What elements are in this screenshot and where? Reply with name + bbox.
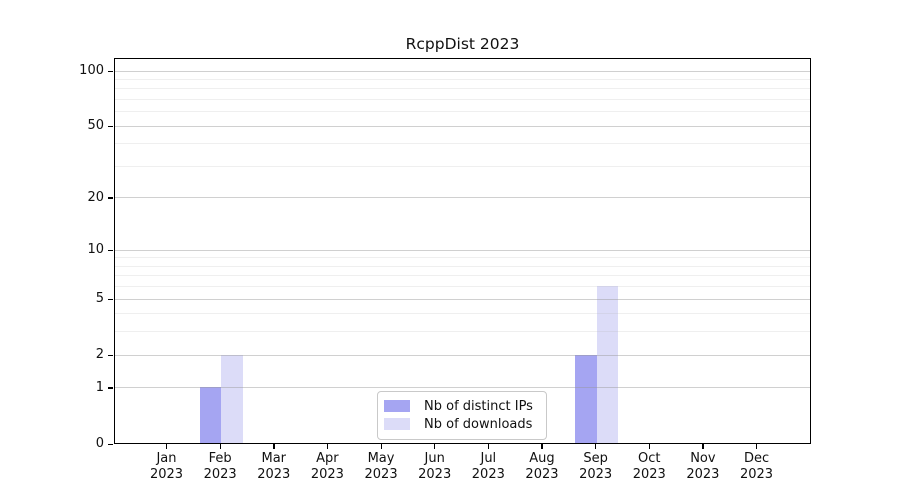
x-tick-label-nov: Nov 2023 [676,451,730,483]
major-gridline [115,387,810,389]
y-tick-label: 50 [87,118,104,134]
y-tick-mark [108,443,113,445]
x-tick-label-jan: Jan 2023 [140,451,194,483]
x-tick-month: May [367,451,395,466]
y-tick-label: 10 [87,242,104,258]
y-tick-mark [108,387,113,389]
y-tick-label: 1 [95,379,104,395]
x-tick-label-mar: Mar 2023 [247,451,301,483]
bar-downloads-sep [596,286,619,444]
x-tick-mark [166,444,168,449]
x-tick-month: Dec [743,451,770,466]
legend-row-downloads: Nb of downloads [384,415,538,433]
major-gridline [115,125,810,127]
y-tick-label: 0 [95,436,104,451]
x-tick-year: 2023 [203,467,237,482]
chart-title: RcppDist 2023 [405,35,520,53]
minor-gridline [115,78,810,80]
minor-gridline [115,143,810,145]
x-tick-year: 2023 [686,467,720,482]
y-tick-label: 5 [95,291,104,307]
x-tick-month: Feb [208,451,232,466]
legend-row-distinct-ips: Nb of distinct IPs [384,397,538,415]
x-tick-mark [487,444,490,449]
x-tick-mark [702,444,704,449]
x-tick-mark [273,444,275,449]
x-tick-mark [219,444,221,449]
x-tick-label-jun: Jun 2023 [408,451,462,483]
x-tick-year: 2023 [149,467,184,482]
x-tick-month: Nov [690,451,716,466]
x-tick-label-sep: Sep 2023 [569,451,623,483]
plot-area [114,58,811,444]
x-tick-month: Sep [583,451,608,466]
minor-gridline [115,257,810,259]
major-gridline [115,197,810,199]
y-tick-mark [108,125,113,128]
x-tick-mark [648,444,651,449]
x-tick-mark [434,444,436,449]
y-tick-mark [108,298,113,300]
x-tick-year: 2023 [525,467,559,482]
y-tick-label: 2 [95,347,104,363]
major-gridline [115,249,810,251]
legend-label: Nb of distinct IPs [424,398,533,414]
minor-gridline [115,88,810,90]
x-tick-month: Jul [480,451,497,466]
x-tick-year: 2023 [632,467,666,482]
legend: Nb of distinct IPs Nb of downloads [377,391,547,440]
x-tick-year: 2023 [310,467,344,482]
y-tick-mark [108,354,113,356]
x-tick-year: 2023 [364,467,398,482]
legend-swatch-distinct-ips [384,400,410,412]
x-tick-year: 2023 [471,467,505,482]
minor-gridline [115,98,810,100]
x-tick-label-feb: Feb 2023 [193,451,247,483]
x-tick-mark [595,444,597,449]
x-tick-label-aug: Aug 2023 [515,451,569,483]
x-tick-year: 2023 [418,467,452,482]
x-tick-mark [326,444,329,449]
bar-distinct-ips-feb [199,387,222,444]
minor-gridline [115,275,810,277]
x-tick-mark [756,444,758,449]
y-tick-mark [108,249,113,251]
x-tick-label-dec: Dec 2023 [730,451,784,483]
x-tick-month: Oct [638,451,661,466]
minor-gridline [115,331,810,333]
minor-gridline [115,286,810,288]
major-gridline [115,354,810,356]
x-tick-month: Mar [261,451,287,466]
bar-downloads-feb [221,354,243,444]
y-tick-mark [108,70,113,72]
y-tick-mark [108,197,113,199]
x-tick-label-jul: Jul 2023 [461,451,515,483]
x-tick-year: 2023 [739,467,774,482]
major-gridline [115,298,810,300]
x-tick-mark [541,444,543,449]
minor-gridline [115,313,810,315]
x-tick-year: 2023 [257,467,291,482]
legend-label: Nb of downloads [424,416,533,432]
minor-gridline [115,265,810,267]
x-tick-label-oct: Oct 2023 [622,451,676,483]
minor-gridline [115,111,810,113]
y-tick-label: 20 [87,189,104,205]
x-tick-label-apr: Apr 2023 [300,451,354,483]
y-tick-label: 100 [79,63,104,78]
x-tick-label-may: May 2023 [354,451,408,483]
x-tick-mark [380,444,382,449]
x-tick-month: Aug [529,451,555,466]
x-tick-year: 2023 [579,467,613,482]
x-tick-month: Apr [316,451,339,466]
legend-swatch-downloads [384,418,410,430]
minor-gridline [115,165,810,167]
x-tick-month: Jan [156,451,177,466]
bar-distinct-ips-sep [575,354,597,444]
x-tick-month: Jun [424,451,445,466]
major-gridline [115,70,810,72]
